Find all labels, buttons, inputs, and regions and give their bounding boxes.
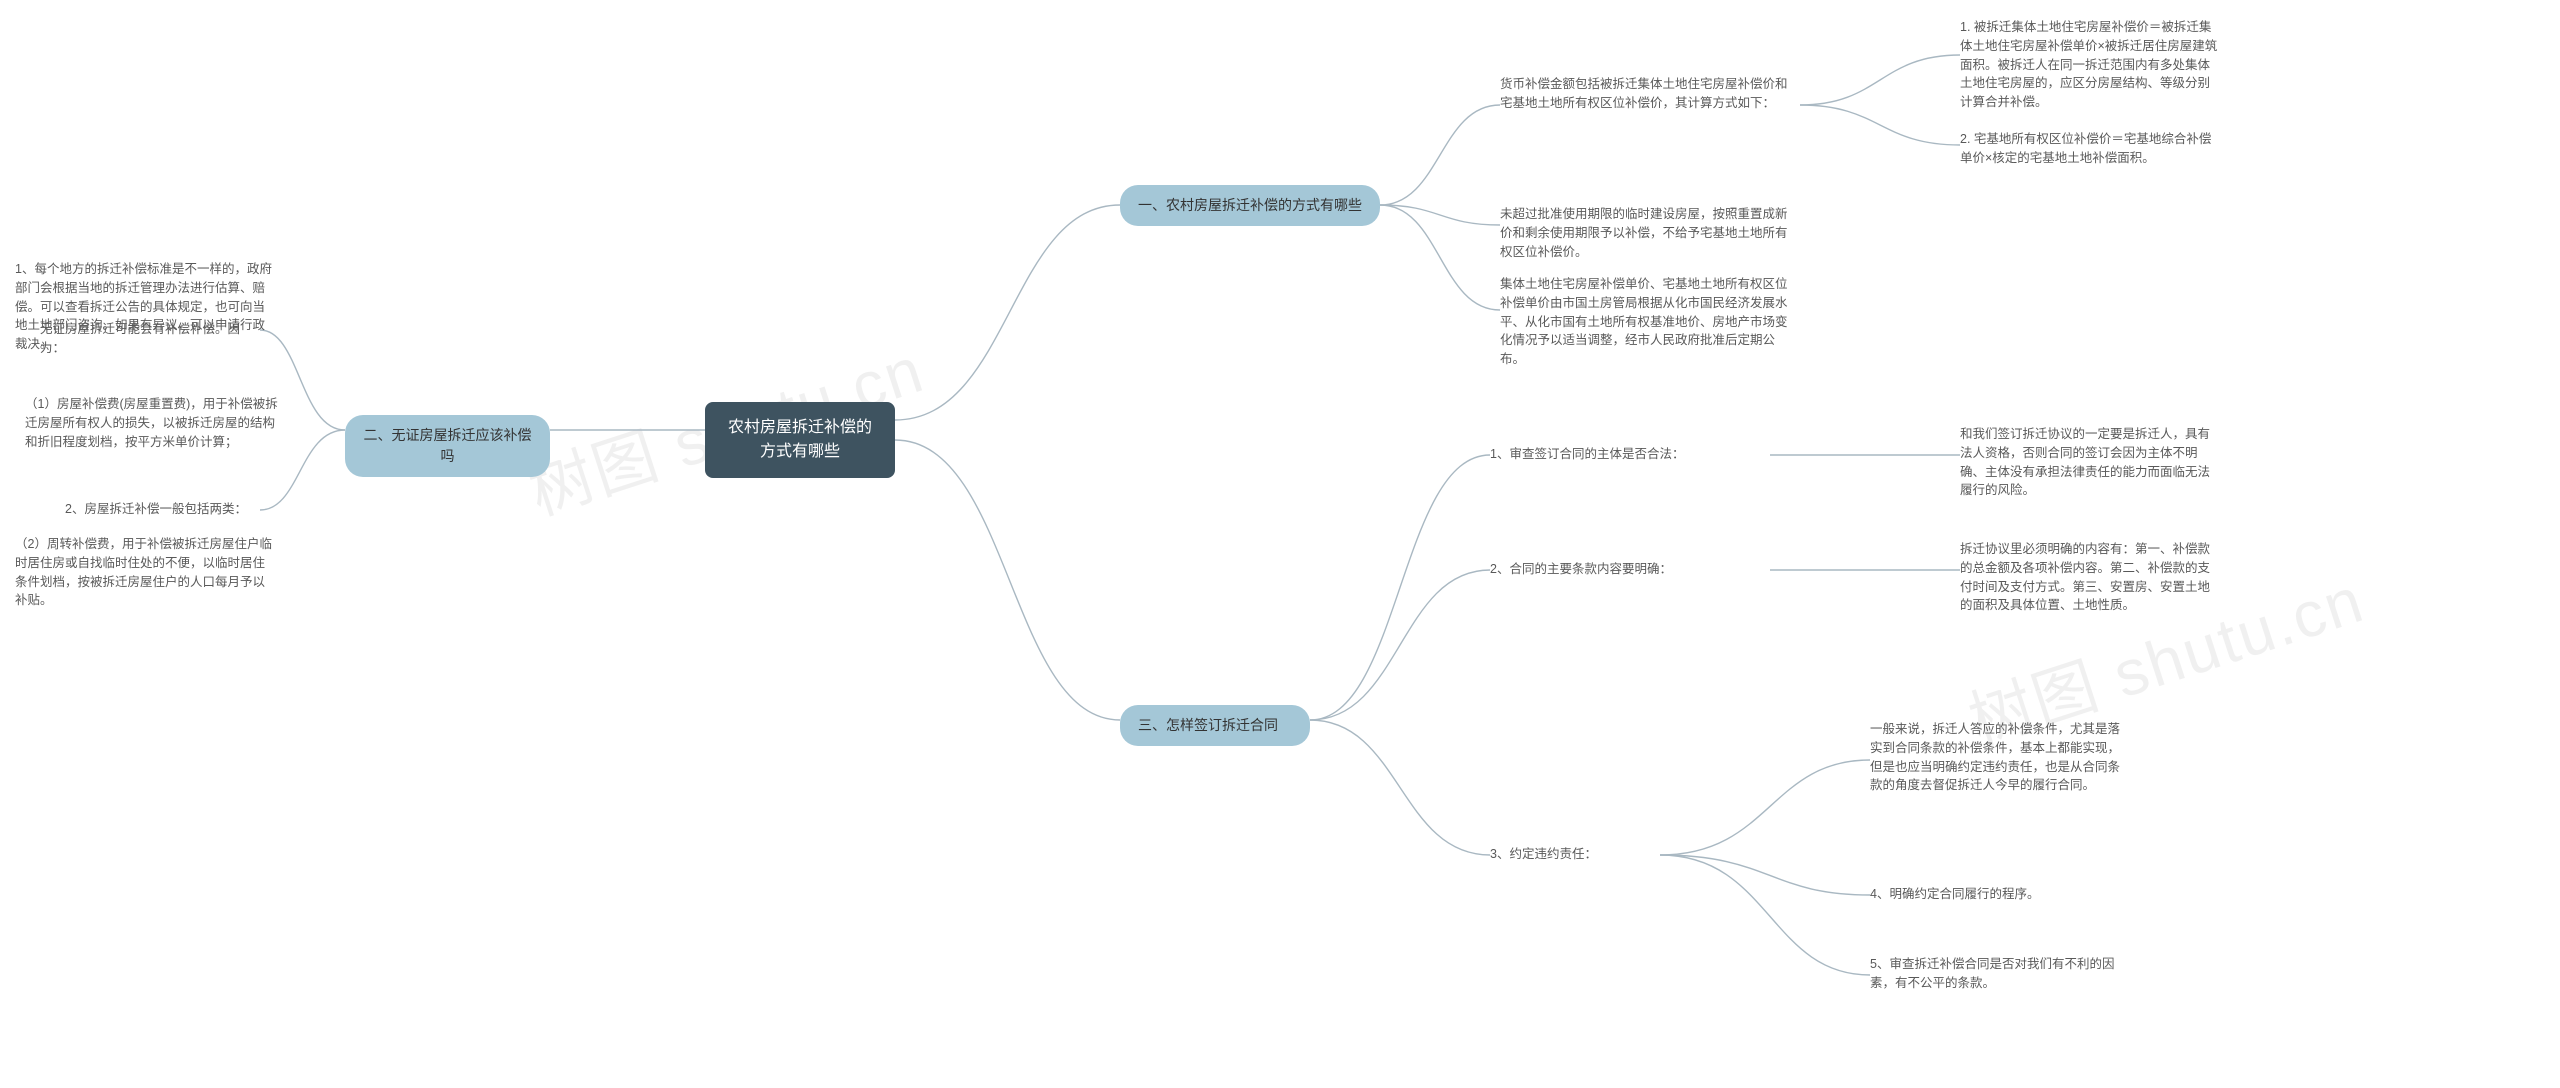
leaf-text: 1、每个地方的拆迁补偿标准是不一样的，政府部门会根据当地的拆迁管理办法进行估算、… xyxy=(15,262,272,351)
branch-no-cert[interactable]: 二、无证房屋拆迁应该补偿吗 xyxy=(345,415,550,477)
leaf-turnover-fee: （2）周转补偿费，用于补偿被拆迁房屋住户临时居住房或自找临时住处的不便，以临时居… xyxy=(15,535,275,610)
branch-compensation-methods[interactable]: 一、农村房屋拆迁补偿的方式有哪些 xyxy=(1120,185,1380,226)
leaf-text: 2. 宅基地所有权区位补偿价＝宅基地综合补偿单价×核定的宅基地土地补偿面积。 xyxy=(1960,132,2211,165)
leaf-monetary-comp: 货币补偿金额包括被拆迁集体土地住宅房屋补偿价和宅基地土地所有权区位补偿价，其计算… xyxy=(1500,75,1790,113)
branch-sign-contract[interactable]: 三、怎样签订拆迁合同 xyxy=(1120,705,1310,746)
leaf-procedure: 4、明确约定合同履行的程序。 xyxy=(1870,885,2130,904)
leaf-local-standard: 1、每个地方的拆迁补偿标准是不一样的，政府部门会根据当地的拆迁管理办法进行估算、… xyxy=(15,260,275,354)
leaf-text: 5、审查拆迁补偿合同是否对我们有不利的因素，有不公平的条款。 xyxy=(1870,957,2114,990)
leaf-text: 2、房屋拆迁补偿一般包括两类： xyxy=(65,502,247,516)
leaf-text: （1）房屋补偿费(房屋重置费)，用于补偿被拆迁房屋所有权人的损失，以被拆迁房屋的… xyxy=(25,397,278,449)
leaf-text: 1. 被拆迁集体土地住宅房屋补偿价＝被拆迁集体土地住宅房屋补偿单价×被拆迁居住房… xyxy=(1960,20,2217,109)
leaf-text: 一般来说，拆迁人答应的补偿条件，尤其是落实到合同条款的补偿条件，基本上都能实现，… xyxy=(1870,722,2120,792)
branch-label: 三、怎样签订拆迁合同 xyxy=(1138,717,1278,733)
leaf-house-fee: （1）房屋补偿费(房屋重置费)，用于补偿被拆迁房屋所有权人的损失，以被拆迁房屋的… xyxy=(25,395,285,451)
leaf-text: 集体土地住宅房屋补偿单价、宅基地土地所有权区位补偿单价由市国土房管局根据从化市国… xyxy=(1500,277,1788,366)
leaf-formula-1: 1. 被拆迁集体土地住宅房屋补偿价＝被拆迁集体土地住宅房屋补偿单价×被拆迁居住房… xyxy=(1960,18,2220,112)
leaf-text: 3、约定违约责任： xyxy=(1490,847,1597,861)
leaf-temp-building: 未超过批准使用期限的临时建设房屋，按照重置成新价和剩余使用期限予以补偿，不给予宅… xyxy=(1500,205,1790,261)
leaf-formula-2: 2. 宅基地所有权区位补偿价＝宅基地综合补偿单价×核定的宅基地土地补偿面积。 xyxy=(1960,130,2220,168)
leaf-text: 货币补偿金额包括被拆迁集体土地住宅房屋补偿价和宅基地土地所有权区位补偿价，其计算… xyxy=(1500,77,1788,110)
leaf-adverse-review: 5、审查拆迁补偿合同是否对我们有不利的因素，有不公平的条款。 xyxy=(1870,955,2130,993)
root-label: 农村房屋拆迁补偿的方式有哪些 xyxy=(728,419,872,460)
leaf-breach: 3、约定违约责任： xyxy=(1490,845,1660,864)
leaf-text: 未超过批准使用期限的临时建设房屋，按照重置成新价和剩余使用期限予以补偿，不给予宅… xyxy=(1500,207,1788,259)
branch-label: 二、无证房屋拆迁应该补偿吗 xyxy=(364,427,532,464)
leaf-unit-price: 集体土地住宅房屋补偿单价、宅基地土地所有权区位补偿单价由市国土房管局根据从化市国… xyxy=(1500,275,1790,369)
branch-label: 一、农村房屋拆迁补偿的方式有哪些 xyxy=(1138,197,1362,213)
leaf-review-subject: 1、审查签订合同的主体是否合法： xyxy=(1490,445,1750,464)
leaf-main-clause: 2、合同的主要条款内容要明确： xyxy=(1490,560,1750,579)
leaf-text: 1、审查签订合同的主体是否合法： xyxy=(1490,447,1684,461)
leaf-breach-detail: 一般来说，拆迁人答应的补偿条件，尤其是落实到合同条款的补偿条件，基本上都能实现，… xyxy=(1870,720,2130,795)
leaf-text: 拆迁协议里必须明确的内容有：第一、补偿款的总金额及各项补偿内容。第二、补偿款的支… xyxy=(1960,542,2210,612)
leaf-text: 4、明确约定合同履行的程序。 xyxy=(1870,887,2039,901)
leaf-clause-detail: 拆迁协议里必须明确的内容有：第一、补偿款的总金额及各项补偿内容。第二、补偿款的支… xyxy=(1960,540,2220,615)
leaf-text: 和我们签订拆迁协议的一定要是拆迁人，具有法人资格，否则合同的签订会因为主体不明确… xyxy=(1960,427,2210,497)
leaf-subject-detail: 和我们签订拆迁协议的一定要是拆迁人，具有法人资格，否则合同的签订会因为主体不明确… xyxy=(1960,425,2220,500)
leaf-text: 2、合同的主要条款内容要明确： xyxy=(1490,562,1672,576)
root-node[interactable]: 农村房屋拆迁补偿的方式有哪些 xyxy=(705,402,895,478)
leaf-text: （2）周转补偿费，用于补偿被拆迁房屋住户临时居住房或自找临时住处的不便，以临时居… xyxy=(15,537,272,607)
leaf-two-types: 2、房屋拆迁补偿一般包括两类： xyxy=(65,500,260,519)
